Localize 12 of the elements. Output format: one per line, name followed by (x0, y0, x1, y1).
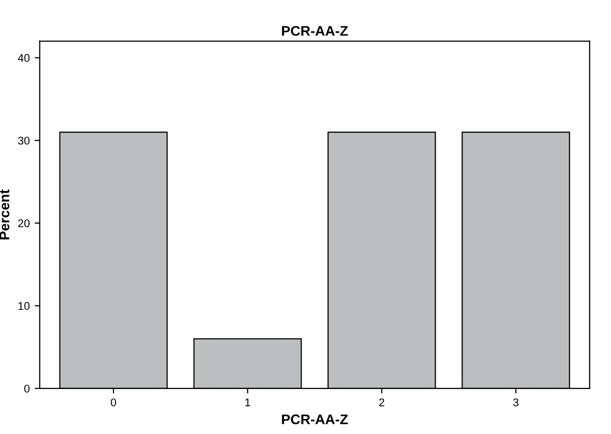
y-tick-label: 10 (18, 302, 30, 310)
chart-title: PCR-AA-Z (282, 26, 348, 36)
y-tick-label: 0 (24, 384, 30, 393)
x-tick-label: 3 (513, 398, 518, 406)
x-axis-title: PCR-AA-Z (282, 414, 348, 424)
y-tick-label: 30 (18, 136, 30, 145)
x-tick-label: 0 (110, 398, 116, 406)
x-tick-label: 2 (379, 398, 384, 406)
y-tick-label: 20 (18, 219, 30, 228)
x-tick-label: 1 (245, 398, 250, 406)
y-tick-label: 40 (18, 54, 30, 62)
y-axis-title: Percent (0, 190, 10, 240)
